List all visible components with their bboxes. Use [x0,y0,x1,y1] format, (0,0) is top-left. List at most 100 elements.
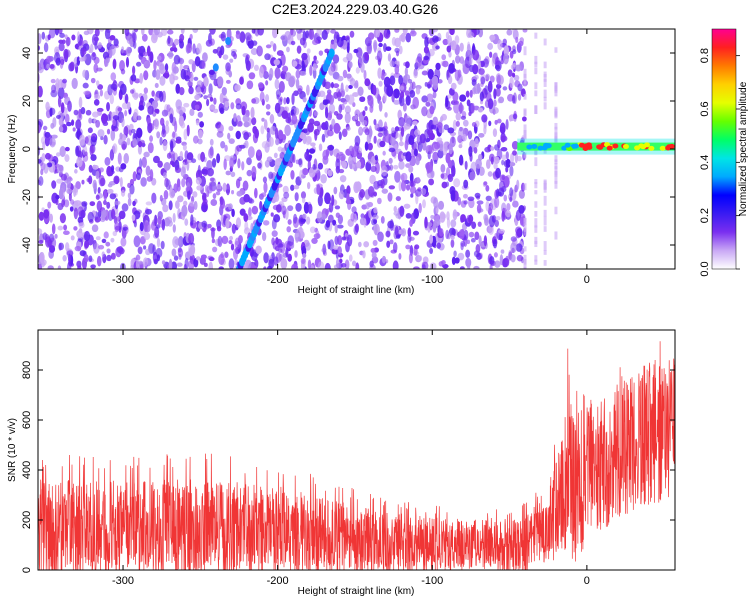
spectrogram-cell [208,261,213,269]
spectrogram-cell [374,223,378,235]
spectrogram-cell [432,29,439,33]
spectrogram-cell [517,93,522,101]
spectrogram-cell [447,127,455,134]
spectrogram-cell [77,265,82,269]
spectrogram-cell [377,67,382,79]
spectrogram-cell [554,231,558,240]
spectrogram-cell [409,30,417,37]
spectrogram-cell [312,39,319,46]
spectrogram-cell [359,189,366,198]
spectrogram-cell [395,196,401,202]
spectrogram-cell [132,171,137,182]
spectrogram-cell [132,137,138,147]
spectrogram-cell [38,33,42,45]
spectrogram-cell [268,171,274,180]
spectrogram-cell [357,241,362,248]
spectrogram-cell [143,70,149,81]
spectrogram-cell [458,104,465,113]
spectrogram-cell [270,212,274,217]
spectrogram-cell [407,227,412,237]
spectrogram-cell [492,128,498,137]
spectrogram-cell [276,94,280,100]
spectrogram-cell [384,133,392,143]
y-tick-label: 20 [21,95,33,107]
spectrogram-cell [294,250,298,258]
spectrogram-cell [392,164,399,170]
spectrogram-cell [241,161,245,171]
spectrogram-cell [408,135,415,146]
spectrogram-cell [299,70,307,76]
spectrogram-cell [473,146,478,154]
spectrogram-cell [41,31,46,40]
spectrogram-cell [263,119,268,130]
spectrogram-cell [398,180,402,192]
spectrogram-cell [177,195,184,203]
spectrogram-cell [200,151,206,163]
spectrogram-cell [428,178,435,186]
spectrogram-cell [163,189,169,200]
spectrogram-cell [179,33,185,42]
snr-x-ticks: -300 -200 -100 0 [112,330,590,587]
spectrogram-cell [105,241,111,247]
spectrogram-cell [153,29,161,36]
spectrogram-x-axis-title: Height of straight line (km) [298,285,415,296]
spectrogram-cell [286,46,290,53]
spectrogram-band-peak [541,145,548,151]
spectrogram-cell [371,251,377,259]
spectrogram-band-peak [648,145,655,151]
spectrogram-cell [95,119,101,128]
spectrogram-cell [207,167,214,177]
spectrogram-cell [499,126,506,134]
spectrogram-cell [121,143,127,151]
spectrogram-cell [209,29,216,35]
spectrogram-cell [102,51,110,60]
spectrogram-cell [497,39,503,51]
snr-panel: -300 -200 -100 0 0 200 400 600 800 Height of st… [7,329,676,597]
spectrogram-cell [489,75,495,83]
spectrogram-cell [333,83,340,89]
spectrogram-cell [474,231,480,241]
spectrogram-cell [161,260,166,265]
spectrogram-cell [523,223,527,232]
spectrogram-cell [160,240,165,250]
spectrogram-cell [137,140,143,148]
spectrogram-cell [112,119,117,127]
spectrogram-cell [137,246,143,255]
spectrogram-cell [145,208,152,215]
spectrogram-cell [485,73,490,80]
spectrogram-cell [367,159,373,164]
spectrogram-cell [464,160,468,170]
spectrogram-cell [306,84,310,96]
spectrogram-cell [447,34,453,46]
spectrogram-cell [38,228,43,235]
spectrogram-cell [321,133,326,143]
spectrogram-cell [159,75,166,86]
spectrogram-cell [450,239,455,248]
spectrogram-cell [158,90,164,103]
spectrogram-cell [161,218,166,231]
spectrogram-cell [513,74,520,82]
spectrogram-cell [183,128,188,141]
spectrogram-cell [301,52,308,61]
spectrogram-cell [82,69,87,78]
spectrogram-cell [437,200,445,210]
spectrogram-cell [43,163,49,174]
spectrogram-cell [455,120,460,127]
spectrogram-cell [129,123,134,131]
colorbar-scale [711,28,737,270]
spectrogram-cell [357,86,364,97]
spectrogram-cell [132,200,136,207]
spectrogram-cell [325,195,331,204]
spectrogram-cell [216,225,222,232]
spectrogram-cell [403,203,411,209]
spectrogram-line-segment [328,48,335,58]
spectrogram-cell [333,186,338,195]
spectrogram-cell [45,101,50,111]
spectrogram-band-peak [659,145,666,151]
spectrogram-cell [346,192,350,205]
spectrogram-cell [405,151,412,162]
spectrogram-cell [269,114,275,124]
spectrogram-cell [409,180,416,188]
spectrogram-cell [130,128,136,134]
spectrogram-cell [373,206,378,214]
